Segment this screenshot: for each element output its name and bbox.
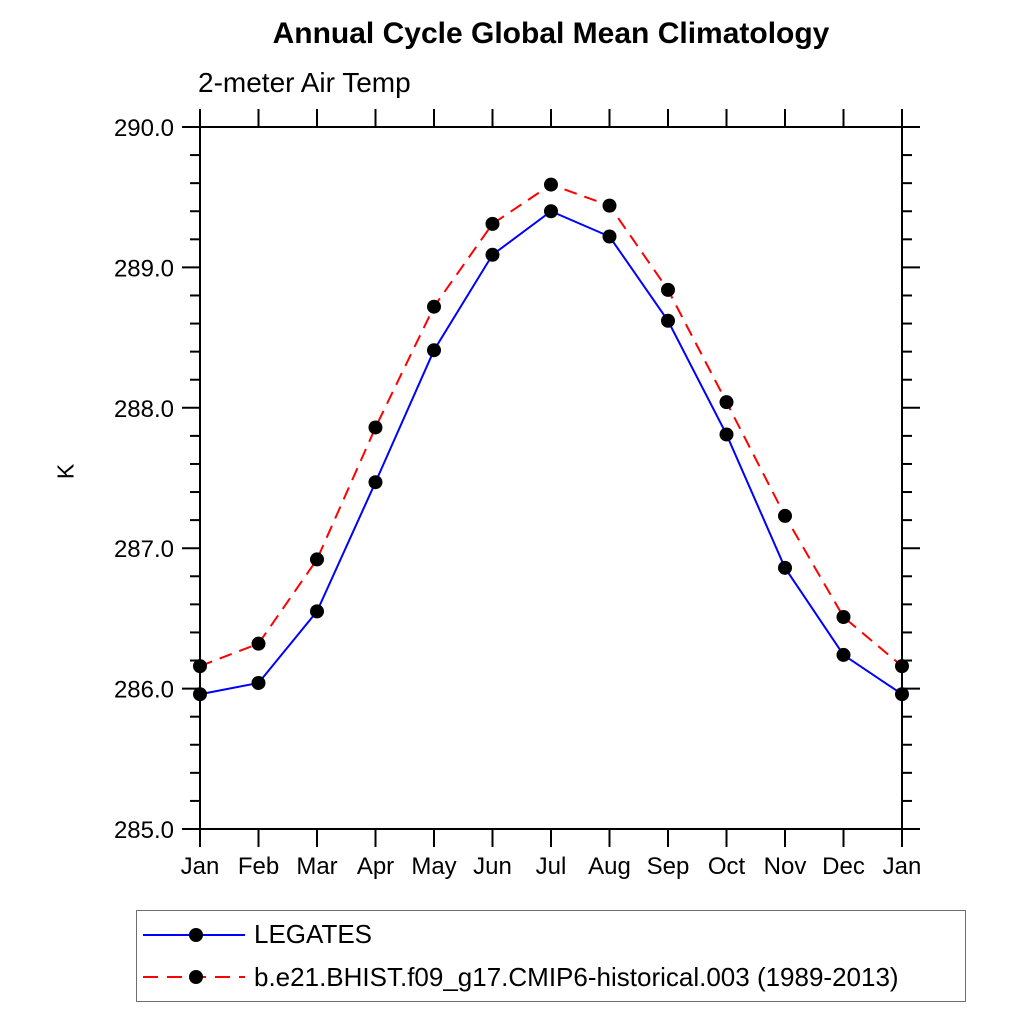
data-point (719, 395, 734, 410)
x-tick-label: Dec (822, 853, 865, 880)
legend-dashed-line-sample (143, 970, 245, 985)
x-tick-label: Mar (296, 853, 337, 880)
data-point (485, 216, 500, 231)
legend-marker-dot (189, 970, 203, 985)
data-point (368, 420, 383, 435)
data-point (602, 229, 617, 244)
series-line-model (199, 183, 903, 668)
plot-border (199, 126, 903, 830)
x-tick-label: Nov (764, 853, 807, 880)
x-tick-label: Jan (181, 853, 220, 880)
legend-solid-line-sample (143, 927, 245, 942)
data-point (895, 659, 909, 674)
data-point (427, 299, 441, 314)
y-tick-label: 289.0 (114, 255, 174, 282)
y-tick-label: 286.0 (114, 677, 174, 704)
x-tick-label: Jan (883, 853, 922, 880)
data-point (310, 552, 324, 567)
series-line-legates (199, 210, 903, 696)
legend-marker-dot (189, 927, 203, 942)
data-point (427, 343, 441, 358)
data-point (661, 282, 675, 297)
data-point (310, 604, 324, 619)
data-point (895, 687, 909, 702)
data-point (661, 313, 675, 328)
data-point (719, 427, 734, 442)
data-point (836, 609, 851, 624)
legend-label-model: b.e21.BHIST.f09_g17.CMIP6-historical.003… (254, 961, 899, 992)
legend-label-legates: LEGATES (254, 919, 373, 950)
data-point (368, 475, 383, 490)
legend-item-model: b.e21.BHIST.f09_g17.CMIP6-historical.003… (141, 958, 965, 996)
data-point (544, 204, 558, 219)
data-point (193, 659, 207, 674)
data-point (251, 636, 266, 651)
y-tick-label: 285.0 (114, 817, 174, 844)
x-tick-label: Apr (357, 853, 394, 880)
legend: LEGATES b.e21.BHIST.f09_g17.CMIP6-histor… (136, 910, 966, 1002)
data-point (193, 687, 207, 702)
x-tick-label: May (411, 853, 456, 880)
data-point (836, 647, 851, 662)
x-tick-label: Oct (708, 853, 746, 880)
legend-item-legates: LEGATES (141, 916, 965, 954)
data-point (602, 198, 617, 213)
chart-title: Annual Cycle Global Mean Climatology (272, 17, 830, 50)
data-point (251, 675, 266, 690)
y-tick-label: 288.0 (114, 396, 174, 423)
x-tick-label: Jun (473, 853, 512, 880)
data-point (544, 177, 558, 192)
data-point (485, 247, 500, 262)
x-tick-label: Sep (647, 853, 690, 880)
x-tick-label: Aug (588, 853, 631, 880)
x-tick-label: Jul (536, 853, 567, 880)
data-point (778, 508, 792, 523)
y-tick-label: 290.0 (114, 115, 174, 142)
data-point (778, 560, 792, 575)
chart-subtitle: 2-meter Air Temp (198, 67, 411, 98)
y-tick-label: 287.0 (114, 536, 174, 563)
x-tick-label: Feb (238, 853, 279, 880)
